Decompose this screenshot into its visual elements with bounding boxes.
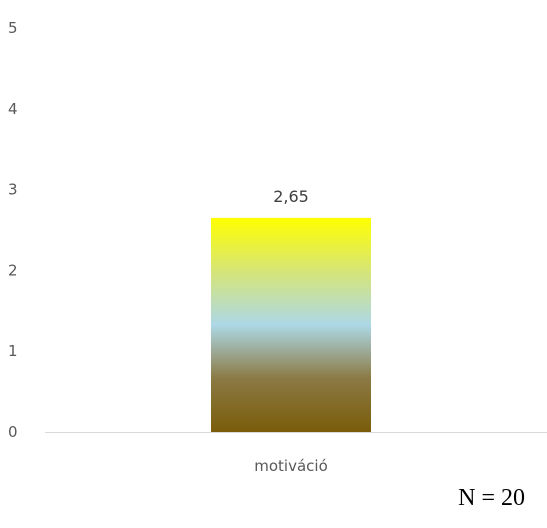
data-labels: 2,65	[273, 187, 309, 206]
y-tick-label: 0	[8, 423, 18, 441]
bar	[211, 217, 371, 432]
y-tick-label: 3	[8, 181, 18, 199]
y-tick-label: 4	[8, 100, 18, 118]
bar-value-label: 2,65	[273, 187, 309, 206]
y-tick-label: 1	[8, 342, 18, 360]
sample-size-note: N = 20	[458, 485, 525, 511]
y-tick-label: 5	[8, 19, 18, 37]
bars	[211, 217, 371, 432]
category-label: motiváció	[254, 457, 328, 475]
y-axis-ticks: 0 1 2 3 4 5	[8, 19, 18, 441]
category-labels: motiváció	[254, 457, 328, 475]
y-tick-label: 2	[8, 261, 18, 279]
